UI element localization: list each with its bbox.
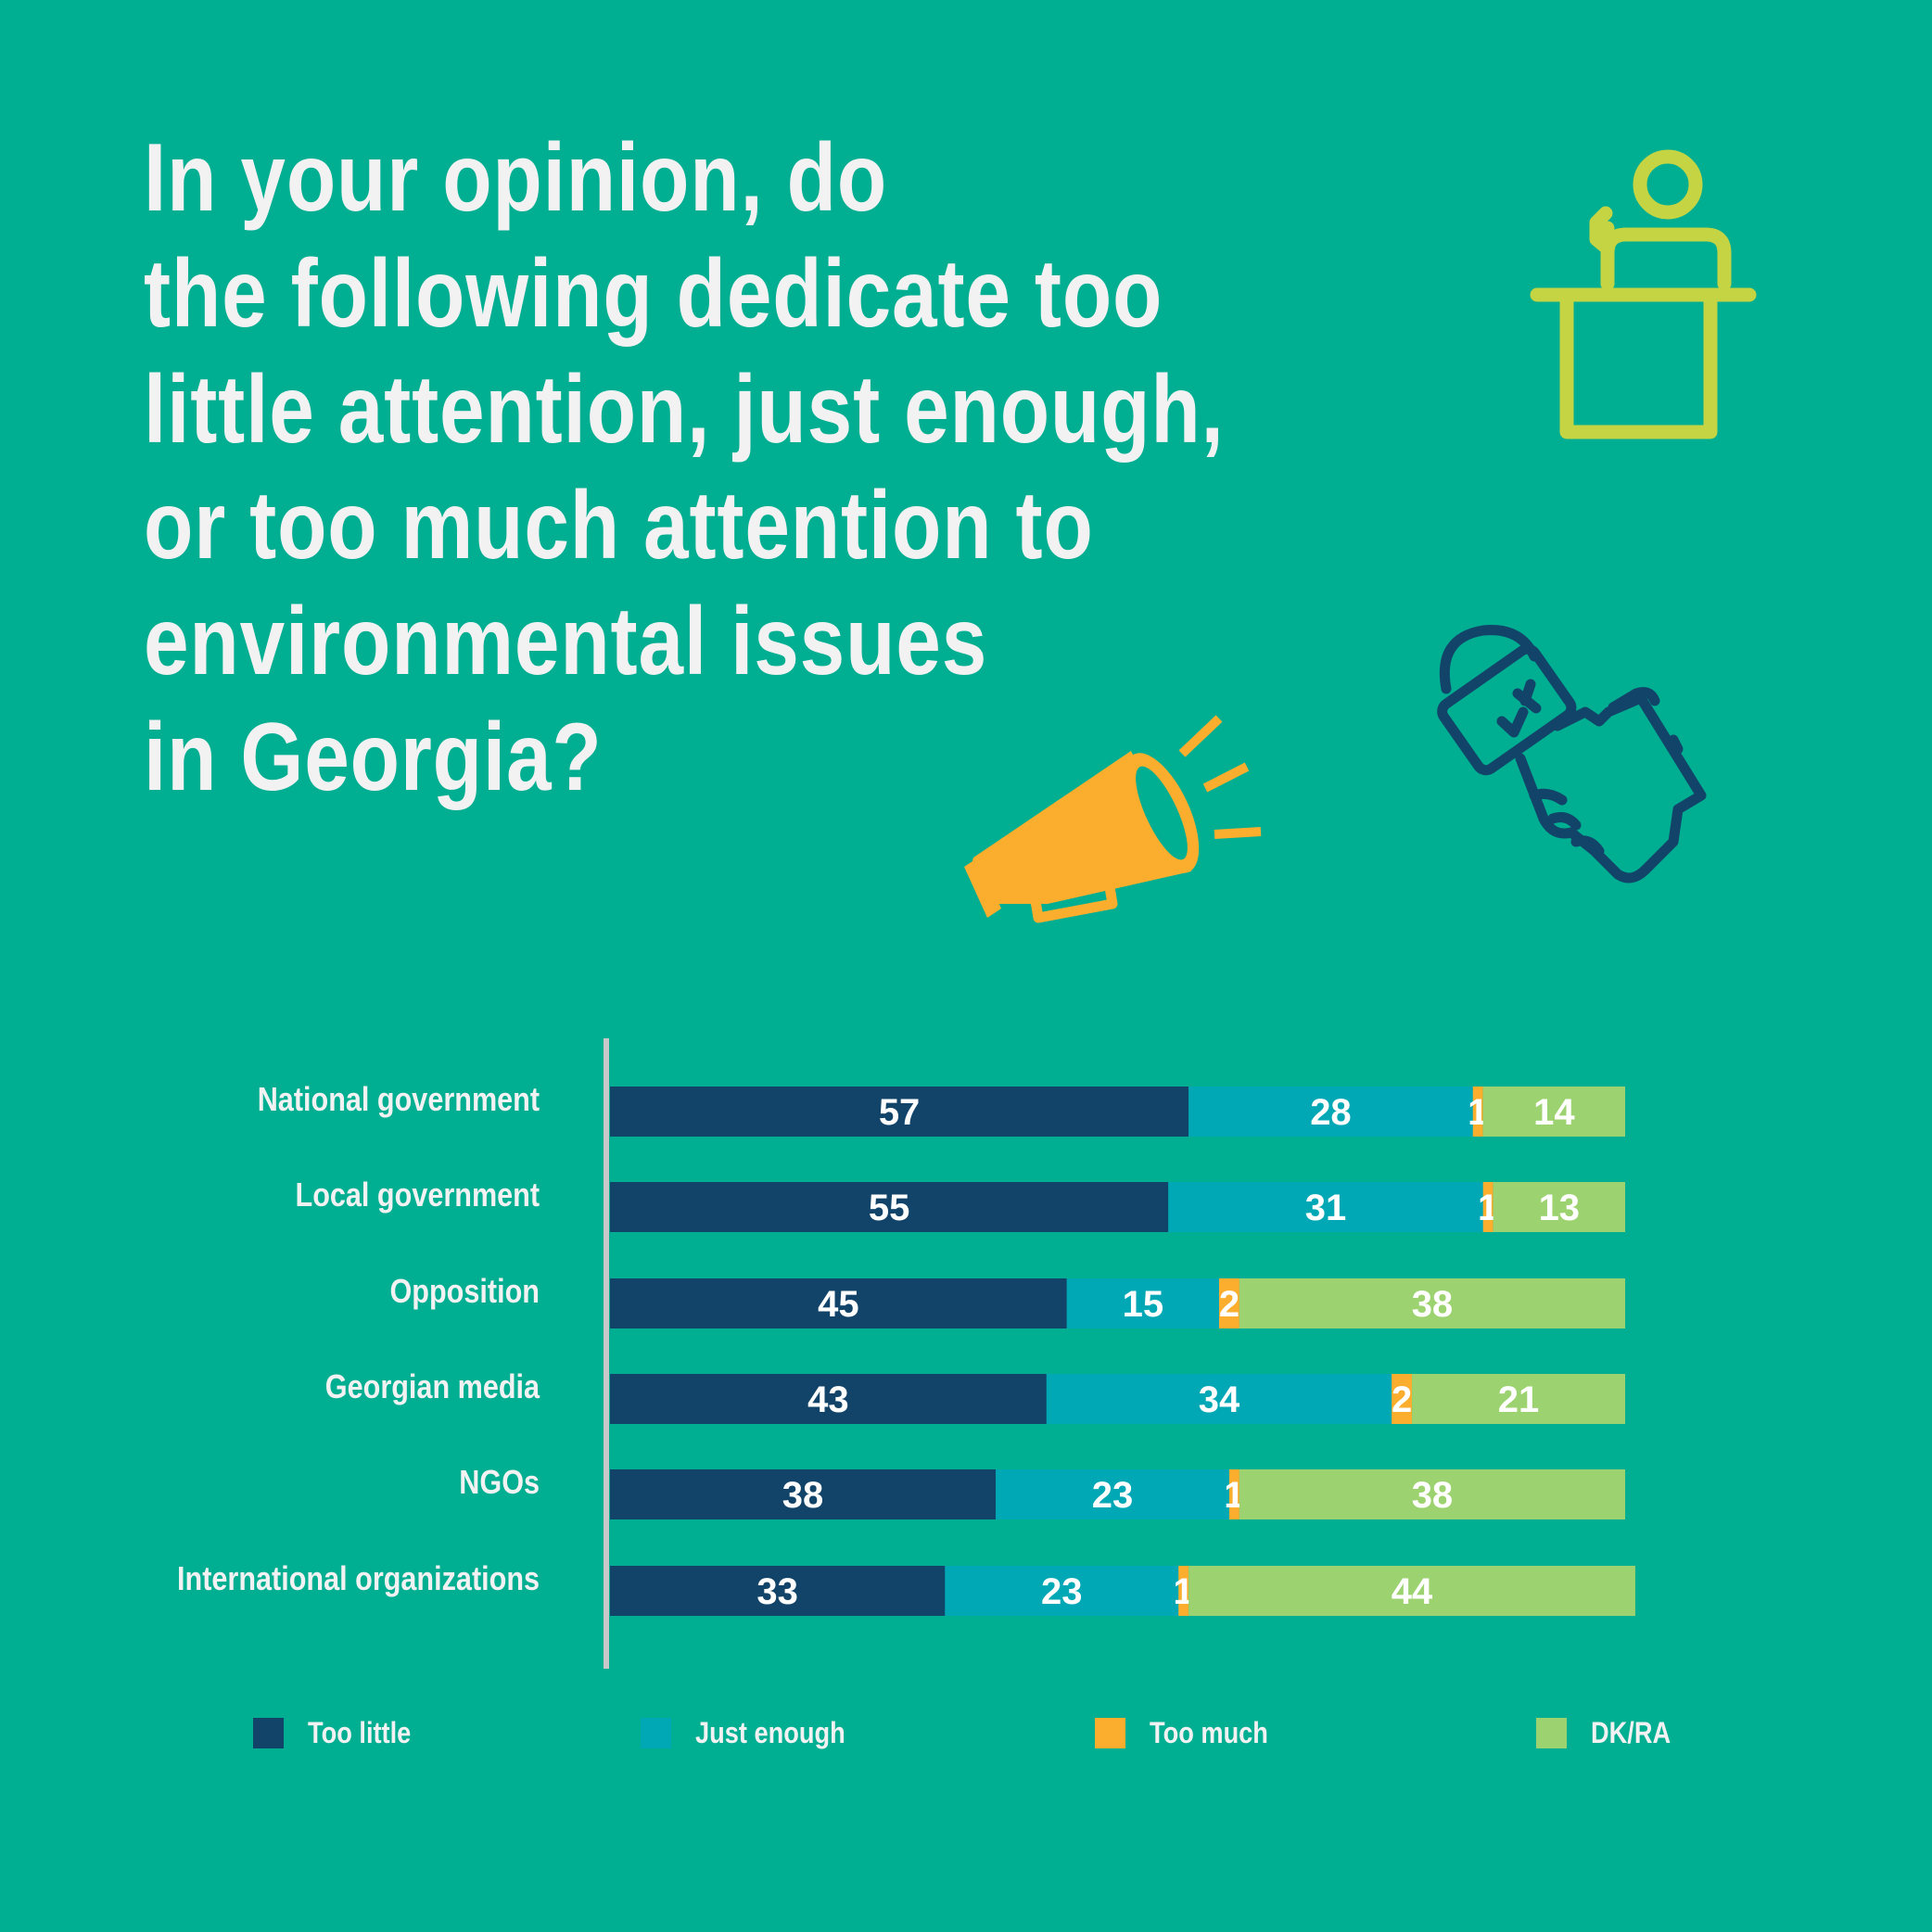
data-label: 38 xyxy=(1412,1475,1454,1516)
bar-segment xyxy=(610,1374,1047,1424)
bar-segment xyxy=(610,1278,1067,1328)
data-label: 14 xyxy=(1533,1092,1575,1133)
bar-segment xyxy=(610,1182,1169,1232)
data-label: 23 xyxy=(1041,1571,1083,1612)
bar-segment xyxy=(610,1469,997,1519)
bar-segment xyxy=(1239,1278,1625,1328)
bar-segment xyxy=(996,1469,1229,1519)
bar-segment xyxy=(610,1087,1189,1137)
bar-segment xyxy=(1188,1566,1635,1616)
data-label: 13 xyxy=(1539,1188,1581,1228)
title-line: the following dedicate too xyxy=(144,240,1163,348)
category-label: Opposition xyxy=(389,1272,540,1310)
microphone-hand-icon xyxy=(1437,625,1707,883)
title-line: in Georgia? xyxy=(144,704,603,811)
bar-segment xyxy=(1066,1278,1219,1328)
megaphone-icon xyxy=(964,715,1262,923)
bar-segment xyxy=(1188,1087,1473,1137)
bar-segment xyxy=(1482,1182,1493,1232)
bar-segment xyxy=(1472,1087,1483,1137)
data-label: 57 xyxy=(879,1092,921,1133)
title-line: or too much attention to xyxy=(144,472,1094,579)
bar-segment xyxy=(1412,1374,1625,1424)
data-label: 15 xyxy=(1123,1284,1164,1325)
data-label: 28 xyxy=(1310,1092,1352,1133)
category-label: International organizations xyxy=(176,1559,540,1597)
bar-segment xyxy=(1219,1278,1239,1328)
bar-segment xyxy=(610,1566,946,1616)
data-label: 23 xyxy=(1092,1475,1134,1516)
legend-label: Too little xyxy=(308,1715,412,1749)
data-label: 38 xyxy=(1412,1284,1454,1325)
data-label: 44 xyxy=(1392,1571,1433,1612)
legend-item: Just enough xyxy=(641,1715,871,1749)
legend-item: Too much xyxy=(1095,1715,1290,1749)
bar-segment xyxy=(1392,1374,1413,1424)
data-label: 21 xyxy=(1498,1379,1540,1420)
data-label: 31 xyxy=(1305,1188,1347,1228)
data-label: 34 xyxy=(1199,1379,1240,1420)
bar-segment xyxy=(1168,1182,1483,1232)
legend-swatch xyxy=(641,1717,671,1748)
podium-speaker-icon xyxy=(1530,149,1757,439)
legend-item: DK/RA xyxy=(1536,1715,1684,1749)
title-line: environmental issues xyxy=(144,588,988,695)
data-label: 2 xyxy=(1219,1284,1239,1325)
legend-label: DK/RA xyxy=(1591,1715,1671,1749)
category-label: Georgian media xyxy=(324,1367,540,1405)
legend-swatch xyxy=(1095,1717,1125,1748)
data-label: 43 xyxy=(807,1379,849,1420)
title-line: little attention, just enough, xyxy=(144,356,1225,464)
legend-swatch xyxy=(253,1717,284,1748)
data-label: 2 xyxy=(1392,1379,1412,1420)
category-label: Local government xyxy=(295,1176,540,1214)
data-label: 45 xyxy=(818,1284,859,1325)
bar-segment xyxy=(1228,1469,1239,1519)
bar-segment xyxy=(1482,1087,1625,1137)
legend-swatch xyxy=(1536,1717,1567,1748)
legend-item: Too little xyxy=(253,1715,429,1749)
title-line: In your opinion, do xyxy=(144,124,888,232)
data-label: 33 xyxy=(756,1571,798,1612)
legend-label: Just enough xyxy=(695,1715,845,1749)
data-label: 55 xyxy=(869,1188,910,1228)
data-label: 38 xyxy=(782,1475,824,1516)
category-label: National government xyxy=(257,1080,540,1118)
page-title: In your opinion, do the following dedica… xyxy=(144,121,1312,816)
bar-segment xyxy=(1239,1469,1625,1519)
category-label: NGOs xyxy=(459,1463,540,1501)
bar-segment xyxy=(945,1566,1179,1616)
legend-label: Too much xyxy=(1150,1715,1268,1749)
bar-segment xyxy=(1493,1182,1625,1232)
bar-segment xyxy=(1046,1374,1392,1424)
bar-segment xyxy=(1178,1566,1189,1616)
